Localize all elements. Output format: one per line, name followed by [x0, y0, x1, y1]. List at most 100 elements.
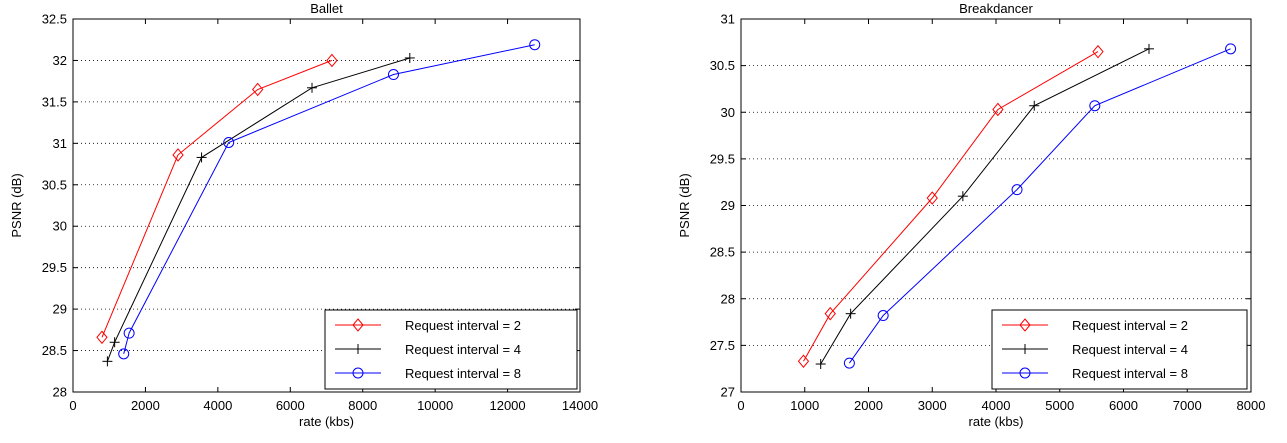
y-tick-label: 28 [53, 385, 67, 400]
data-point [843, 357, 855, 369]
series-line [815, 43, 1154, 370]
x-tick-label: 8000 [1237, 398, 1266, 413]
y-tick-label: 29 [721, 198, 735, 213]
series-line [96, 53, 338, 345]
y-tick-label: 32.5 [42, 12, 67, 27]
y-tick-label: 29.5 [710, 151, 735, 166]
data-point [815, 359, 826, 370]
data-point [1020, 344, 1030, 354]
x-tick-label: 10000 [417, 398, 453, 413]
y-tick-label: 28.5 [710, 245, 735, 260]
legend: Request interval = 2 Request interval = 4… [324, 309, 578, 390]
legend-label: Request interval = 8 [405, 366, 521, 381]
y-tick-label: 29 [53, 302, 67, 317]
data-point [326, 53, 338, 68]
legend-label: Request interval = 2 [1072, 318, 1188, 333]
series-line [797, 44, 1104, 369]
series-path [123, 44, 535, 355]
chart-0: 28 28.5 29 29.5 30 30.5 31 31.5 32 32.5 0 2000 4000 6… [9, 1, 598, 429]
data-point [352, 318, 364, 332]
y-tick-label: 30.5 [710, 58, 735, 73]
series-line [102, 52, 415, 367]
data-point [1144, 43, 1154, 54]
data-point [353, 344, 363, 354]
y-tick-label: 27.5 [710, 338, 735, 353]
x-axis-label: rate (kbs) [299, 414, 354, 429]
series-path [101, 59, 333, 338]
plot-frame [72, 18, 581, 393]
data-point [824, 306, 836, 321]
x-tick-label: 4000 [203, 398, 232, 413]
y-tick-label: 29.5 [42, 260, 67, 275]
x-tick-label: 0 [69, 398, 76, 413]
y-axis-label: PSNR (dB) [677, 173, 692, 237]
data-point [387, 69, 399, 81]
data-point [404, 52, 415, 63]
data-point [1089, 100, 1101, 112]
y-tick-label: 28.5 [42, 343, 67, 358]
legend-label: Request interval = 4 [405, 342, 521, 357]
x-tick-label: 2000 [854, 398, 883, 413]
legend-entry: Request interval = 2 [335, 318, 521, 333]
data-point [96, 330, 108, 345]
data-point [109, 337, 120, 348]
x-tick-label: 5000 [1045, 398, 1074, 413]
x-tick-label: 12000 [489, 398, 525, 413]
legend-entry: Request interval = 4 [1002, 342, 1188, 357]
legend-entry: Request interval = 4 [335, 342, 521, 357]
data-point [352, 367, 364, 379]
data-point [926, 191, 938, 205]
data-point [252, 82, 264, 97]
legend-label: Request interval = 8 [1072, 366, 1188, 381]
data-point [1225, 43, 1237, 55]
series-path [848, 48, 1231, 364]
legend-entry: Request interval = 2 [1002, 318, 1188, 333]
data-point [1092, 44, 1104, 59]
data-point [1029, 100, 1040, 111]
data-point [1019, 318, 1031, 332]
x-tick-label: 0 [737, 398, 744, 413]
data-point [307, 82, 318, 93]
series-line [118, 39, 541, 360]
x-tick-label: 14000 [562, 398, 598, 413]
data-point [1019, 367, 1031, 379]
data-point [797, 354, 810, 369]
y-tick-label: 31 [721, 12, 735, 27]
data-point [877, 310, 889, 322]
legend-entry: Request interval = 8 [335, 366, 521, 381]
series-line [843, 43, 1237, 369]
data-point [118, 348, 130, 360]
data-point [529, 39, 541, 51]
data-point [1011, 184, 1023, 196]
chart-title: Breakdancer [959, 1, 1033, 16]
y-tick-label: 27 [721, 385, 735, 400]
x-tick-label: 2000 [131, 398, 160, 413]
legend-label: Request interval = 2 [405, 318, 521, 333]
x-tick-label: 1000 [790, 398, 819, 413]
y-tick-label: 32 [53, 53, 67, 68]
y-tick-label: 31.5 [42, 94, 67, 109]
data-point [123, 327, 135, 339]
data-point [102, 356, 113, 367]
y-tick-label: 30 [53, 219, 67, 234]
legend-label: Request interval = 4 [1072, 342, 1188, 357]
legend: Request interval = 2 Request interval = 4… [991, 309, 1248, 390]
x-tick-label: 6000 [1109, 398, 1138, 413]
x-tick-label: 8000 [348, 398, 377, 413]
data-point [196, 152, 207, 163]
x-tick-label: 3000 [918, 398, 947, 413]
y-tick-label: 28 [721, 291, 735, 306]
chart-1: 27 27.5 28 28.5 29 29.5 30 30.5 31 0 1000 2000 3000 4… [677, 1, 1265, 429]
y-tick-label: 30.5 [42, 177, 67, 192]
x-tick-label: 6000 [276, 398, 305, 413]
data-point [223, 137, 235, 149]
y-axis-label: PSNR (dB) [9, 173, 24, 237]
y-tick-label: 30 [721, 105, 735, 120]
x-tick-label: 4000 [982, 398, 1011, 413]
data-point [957, 191, 968, 202]
data-point [172, 148, 184, 162]
legend-entry: Request interval = 8 [1002, 366, 1188, 381]
series-path [803, 51, 1099, 362]
data-point [992, 102, 1004, 117]
